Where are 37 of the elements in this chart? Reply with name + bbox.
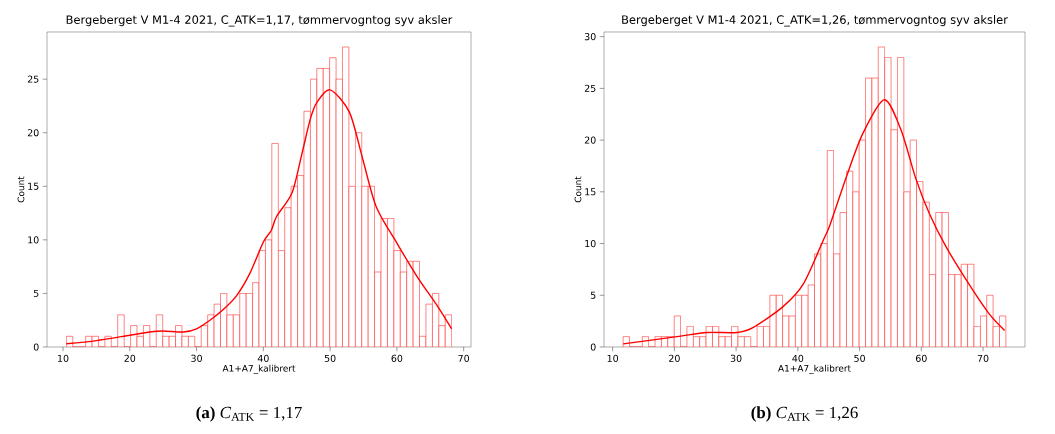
y-tick-label: 5 — [590, 291, 596, 299]
x-axis-title: A1+A7_kalibrert — [778, 364, 851, 374]
y-tick-label: 25 — [584, 84, 596, 92]
x-tick-label: 10 — [607, 354, 619, 362]
line-series — [622, 99, 1006, 345]
y-axis-title: Count — [574, 176, 582, 203]
x-tick-label: 70 — [458, 354, 470, 362]
y-tick-label: 15 — [28, 182, 39, 190]
x-axis-title: A1+A7_kalibrert — [222, 364, 296, 374]
y-tick-label: 25 — [27, 75, 39, 83]
x-tick-label: 70 — [977, 354, 989, 362]
text: (b) C$_{ATK}$ = 1,26 — [751, 406, 858, 422]
y-tick-label: 5 — [33, 289, 39, 297]
line-series — [65, 89, 453, 345]
y-tick-label: 20 — [27, 129, 39, 137]
y-tick-label: 0 — [590, 343, 596, 351]
text: (a) C$_{ATK}$ = 1,17 — [196, 406, 302, 422]
y-tick-label: 30 — [584, 33, 596, 41]
chart-title: Bergeberget V M1-4 2021, C_ATK=1,17, tømmervogntog syv aksler — [66, 15, 453, 27]
x-tick-label: 60 — [391, 354, 403, 362]
x-tick-label: 30 — [191, 354, 202, 362]
x-tick-label: 30 — [730, 354, 742, 362]
x-tick-label: 20 — [669, 354, 680, 362]
x-tick-label: 40 — [257, 354, 269, 362]
x-tick-label: 40 — [792, 354, 804, 362]
x-tick-label: 50 — [324, 354, 336, 362]
x-tick-label: 60 — [915, 354, 927, 362]
y-tick-label: 15 — [585, 188, 596, 196]
y-axis-title: Count — [17, 176, 25, 203]
y-tick-label: 10 — [585, 239, 596, 248]
x-tick-label: 10 — [58, 354, 69, 362]
y-tick-label: 10 — [28, 236, 39, 244]
x-tick-label: 20 — [124, 354, 136, 362]
chart-title: Bergeberget V M1-4 2021, C_ATK=1,26, tømmervogntog syv aksler — [622, 15, 1008, 27]
y-tick-label: 0 — [33, 343, 39, 351]
x-tick-label: 50 — [854, 354, 865, 362]
y-tick-label: 20 — [584, 136, 596, 144]
